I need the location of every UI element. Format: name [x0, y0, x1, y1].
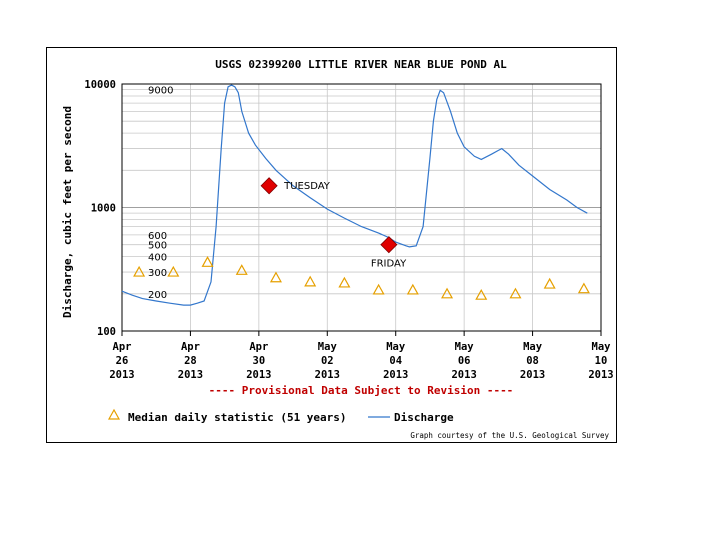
- x-tick-label: 08: [526, 355, 539, 367]
- y-minor-label: 500: [148, 241, 167, 252]
- x-tick-label: 02: [321, 355, 334, 367]
- x-tick-label: 2013: [588, 369, 613, 381]
- legend-discharge-label: Discharge: [394, 411, 454, 424]
- x-tick-label: 2013: [315, 369, 340, 381]
- median-marker: [374, 285, 384, 294]
- x-tick-label: May: [592, 341, 612, 353]
- legend-median-marker: [109, 410, 119, 419]
- annotation-label: FRIDAY: [371, 259, 407, 270]
- y-tick-label: 10000: [84, 79, 116, 91]
- y-minor-label: 9000: [148, 86, 173, 97]
- median-marker: [237, 265, 247, 274]
- annotation-label: TUESDAY: [283, 181, 331, 192]
- annotation-marker: [381, 237, 397, 253]
- provisional-note: ---- Provisional Data Subject to Revisio…: [209, 384, 514, 397]
- x-tick-label: May: [386, 341, 406, 353]
- x-tick-label: 04: [389, 355, 402, 367]
- x-tick-label: 2013: [520, 369, 545, 381]
- median-marker: [203, 257, 213, 266]
- annotations-layer: TUESDAY FRIDAY: [261, 178, 407, 270]
- legend: Median daily statistic (51 years) Discha…: [109, 410, 454, 424]
- courtesy-note: Graph courtesy of the U.S. Geological Su…: [410, 431, 609, 440]
- median-marker: [271, 273, 281, 282]
- annotation-marker: [261, 178, 277, 194]
- x-tick-label: 2013: [383, 369, 408, 381]
- x-tick-label: 28: [184, 355, 197, 367]
- x-tick-label: 06: [458, 355, 471, 367]
- median-marker: [545, 279, 555, 288]
- x-tick-label: Apr: [249, 341, 268, 353]
- median-marker: [442, 289, 452, 298]
- x-tick-label: 2013: [451, 369, 476, 381]
- x-tick-label: 2013: [109, 369, 134, 381]
- x-tick-label: 30: [253, 355, 266, 367]
- x-tick-label: 2013: [178, 369, 203, 381]
- y-tick-label: 1000: [91, 203, 116, 215]
- median-marker: [579, 284, 589, 293]
- legend-median-label: Median daily statistic (51 years): [128, 411, 347, 424]
- x-tick-label: May: [455, 341, 475, 353]
- y-minor-label: 600: [148, 231, 167, 242]
- x-tick-label: 26: [116, 355, 129, 367]
- median-marker: [134, 267, 144, 276]
- y-minor-label: 400: [148, 253, 167, 264]
- x-tick-label: 10: [595, 355, 608, 367]
- y-minor-label: 200: [148, 290, 167, 301]
- chart-title: USGS 02399200 LITTLE RIVER NEAR BLUE PON…: [215, 58, 507, 71]
- x-tick-label: 2013: [246, 369, 271, 381]
- y-minor-label: 300: [148, 268, 167, 279]
- median-marker: [168, 267, 178, 276]
- x-tick-label: May: [523, 341, 543, 353]
- y-tick-label: 100: [97, 326, 116, 338]
- y-axis-label: Discharge, cubic feet per second: [61, 106, 74, 318]
- x-ticks: Apr 26 2013 Apr 28 2013 Apr 30 2013 May 02 2013 May 0…: [109, 331, 613, 381]
- grid: [122, 84, 601, 331]
- median-marker: [510, 289, 520, 298]
- median-marker: [339, 278, 349, 287]
- median-marker: [408, 285, 418, 294]
- median-marker: [305, 277, 315, 286]
- x-tick-label: May: [318, 341, 338, 353]
- x-tick-label: Apr: [181, 341, 200, 353]
- median-marker: [476, 290, 486, 299]
- x-tick-label: Apr: [113, 341, 132, 353]
